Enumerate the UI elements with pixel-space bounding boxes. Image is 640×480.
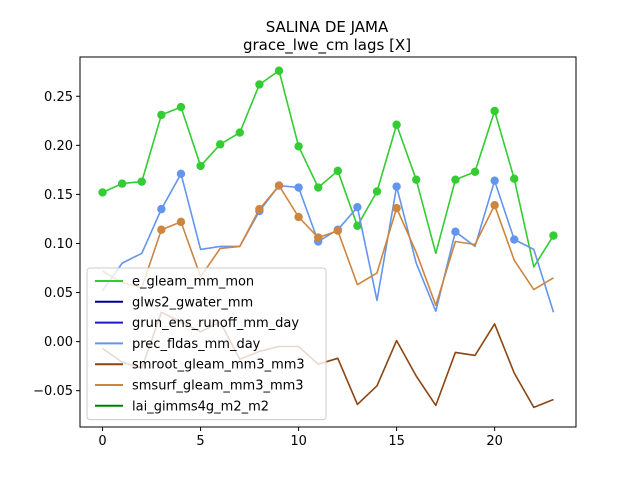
x-tick-label: 20 [486,434,503,449]
y-tick-label: 0.15 [44,188,73,203]
data-point-prec_fldas_mm_day [392,182,401,191]
data-point-smsurf_gleam_mm3_mm3 [490,200,499,210]
data-point-e_gleam_mm_mon [117,179,127,188]
data-point-e_gleam_mm_mon [98,188,107,197]
axes-area [79,56,577,428]
y-tick-label: 0.20 [44,139,73,154]
x-tick-label: 15 [388,434,405,449]
plot-frame [79,56,577,428]
legend-box [86,267,327,421]
data-point-e_gleam_mm_mon [470,167,480,177]
data-point-e_gleam_mm_mon [412,175,421,184]
data-point-e_gleam_mm_mon [490,106,499,116]
data-point-e_gleam_mm_mon [196,161,205,171]
data-point-smsurf_gleam_mm3_mm3 [313,233,323,242]
x-tick-label: 10 [290,434,307,449]
data-point-prec_fldas_mm_day [176,169,186,178]
data-point-e_gleam_mm_mon [176,102,186,112]
y-tick-label: 0.10 [44,237,73,252]
data-point-smsurf_gleam_mm3_mm3 [157,225,166,234]
data-point-prec_fldas_mm_day [451,227,460,236]
legend-label: e_gleam_mm_mon [132,275,254,290]
chart-title: SALINA DE JAMA [266,18,389,36]
x-tick-label: 5 [196,434,204,449]
series-line-prec_fldas_mm_day [101,173,555,313]
legend-label: prec_fldas_mm_day [132,337,261,352]
data-point-e_gleam_mm_mon [274,66,284,75]
y-tick-label: 0.25 [44,90,73,105]
chart-subtitle: grace_lwe_cm lags [X] [243,36,411,55]
legend-label: smroot_gleam_mm3_mm3 [132,358,305,373]
data-point-prec_fldas_mm_day [490,176,499,185]
data-point-e_gleam_mm_mon [294,142,303,151]
legend: e_gleam_mm_mon glws2_gwater_mm grun_ens_ru… [86,267,327,421]
data-point-e_gleam_mm_mon [255,80,264,89]
data-point-prec_fldas_mm_day [294,183,303,192]
data-point-prec_fldas_mm_day [510,235,519,244]
y-tick-label: 0.00 [44,335,73,350]
data-point-smsurf_gleam_mm3_mm3 [255,204,264,214]
data-point-smsurf_gleam_mm3_mm3 [392,203,401,213]
data-point-e_gleam_mm_mon [333,166,343,176]
data-point-e_gleam_mm_mon [157,110,166,120]
data-point-e_gleam_mm_mon [313,183,323,192]
data-point-smsurf_gleam_mm3_mm3 [274,181,284,190]
data-point-prec_fldas_mm_day [353,202,362,212]
legend-label: lai_gimms4g_m2_m2 [132,399,269,414]
data-point-e_gleam_mm_mon [215,140,225,149]
data-point-smsurf_gleam_mm3_mm3 [176,217,186,227]
data-point-prec_fldas_mm_day [157,204,166,214]
data-point-smsurf_gleam_mm3_mm3 [294,212,303,222]
x-tick-label: 0 [98,434,106,449]
legend-label: smsurf_gleam_mm3_mm3 [132,379,304,394]
axis-ticks: 0 5 10 15 20 −0.05 0.00 0.05 0.10 0.15 0.20 0.25 [33,90,503,449]
data-point-e_gleam_mm_mon [353,221,362,231]
data-point-e_gleam_mm_mon [137,177,146,186]
data-point-e_gleam_mm_mon [392,120,401,129]
data-point-e_gleam_mm_mon [451,175,460,184]
y-tick-label: 0.05 [44,286,73,301]
legend-label: glws2_gwater_mm [132,295,253,310]
y-tick-label: −0.05 [33,384,73,399]
data-point-smsurf_gleam_mm3_mm3 [333,226,343,235]
series-line-e_gleam_mm_mon [102,69,555,268]
data-point-e_gleam_mm_mon [372,187,382,196]
data-point-e_gleam_mm_mon [549,231,558,240]
legend-label: grun_ens_runoff_mm_day [132,316,299,331]
data-point-e_gleam_mm_mon [510,174,519,183]
data-point-e_gleam_mm_mon [235,128,244,137]
